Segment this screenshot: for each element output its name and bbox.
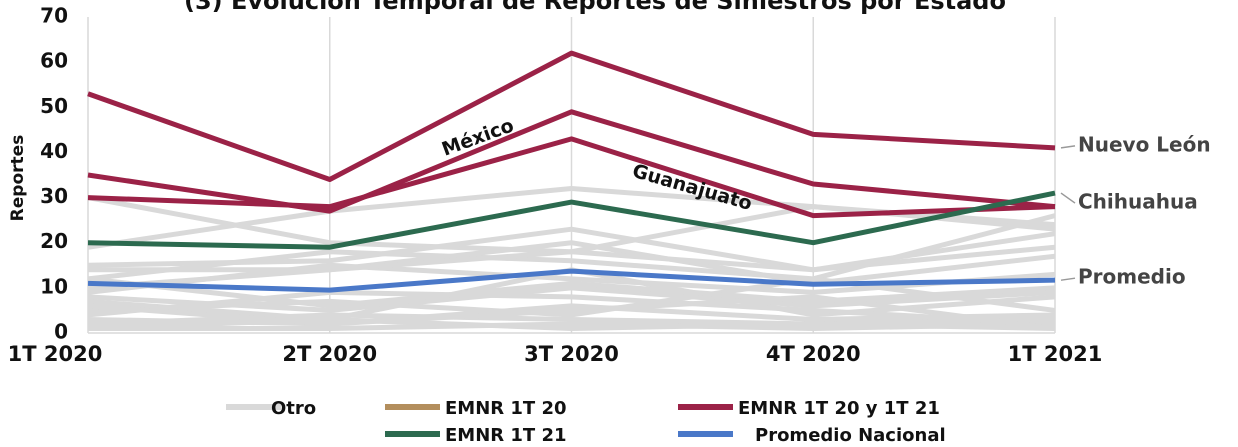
x-tick-label: 4T 2020 bbox=[766, 342, 861, 366]
end-label: Nuevo León bbox=[1078, 132, 1211, 156]
series-line bbox=[87, 268, 1056, 293]
series-line bbox=[88, 231, 1056, 273]
series-line bbox=[87, 109, 1056, 214]
leader-line bbox=[1060, 277, 1076, 281]
series-line bbox=[87, 50, 1056, 183]
y-axis-label: Reportes bbox=[8, 135, 28, 222]
series-line bbox=[87, 262, 1056, 295]
y-tick-label: 70 bbox=[40, 4, 68, 28]
series-line bbox=[87, 190, 1056, 250]
x-tick-label: 3T 2020 bbox=[524, 342, 619, 366]
chart-title: (3) Evolución Temporal de Reportes de Si… bbox=[184, 0, 1006, 15]
x-tick-label: 1T 2021 bbox=[1008, 342, 1103, 366]
legend-label: EMNR 1T 20 y 1T 21 bbox=[738, 398, 940, 419]
series-line bbox=[87, 276, 1056, 309]
series-line bbox=[87, 294, 1056, 331]
end-label: Promedio bbox=[1078, 265, 1186, 289]
end-label: Chihuahua bbox=[1078, 190, 1198, 214]
series-line bbox=[87, 276, 1056, 318]
legend-label: Otro bbox=[271, 398, 316, 419]
legend-label: EMNR 1T 21 bbox=[445, 425, 567, 446]
series-line bbox=[87, 136, 1056, 219]
y-tick-label: 50 bbox=[40, 94, 68, 118]
y-tick-label: 40 bbox=[40, 139, 68, 163]
series-line bbox=[87, 316, 1056, 331]
legend-label: EMNR 1T 20 bbox=[445, 398, 567, 419]
y-tick-label: 30 bbox=[40, 184, 68, 208]
annotation: Guanajuato bbox=[630, 160, 755, 215]
legend-label: Promedio Nacional bbox=[755, 425, 946, 446]
y-tick-label: 20 bbox=[40, 229, 68, 253]
annotation: México bbox=[439, 114, 517, 160]
series-line bbox=[87, 289, 1056, 327]
leader-line bbox=[1060, 145, 1076, 149]
y-tick-label: 60 bbox=[40, 49, 68, 73]
y-tick-label: 10 bbox=[40, 274, 68, 298]
x-tick-label: 1T 2020 bbox=[8, 342, 103, 366]
leader-line bbox=[1060, 192, 1076, 204]
y-tick-label: 0 bbox=[54, 320, 68, 344]
x-tick-label: 2T 2020 bbox=[282, 342, 377, 366]
